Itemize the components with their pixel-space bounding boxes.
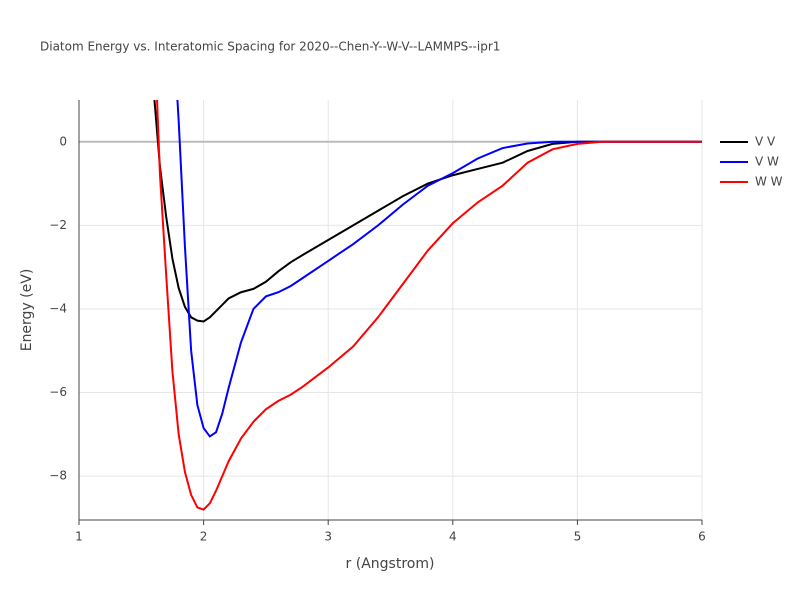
x-tick-label: 4 [449, 530, 457, 544]
x-tick-label: 2 [200, 530, 208, 544]
y-axis-title: Energy (eV) [19, 269, 35, 352]
x-axis-title: r (Angstrom) [346, 556, 435, 572]
y-tick-label: −8 [49, 469, 67, 483]
series-line [153, 100, 702, 323]
y-tick-label: 0 [59, 134, 67, 148]
x-tick-label: 1 [75, 530, 83, 544]
legend-label: V W [755, 155, 779, 169]
legend-label: V V [755, 135, 776, 149]
legend-label: W W [755, 175, 783, 189]
x-tick-label: 5 [574, 530, 582, 544]
series-line [156, 100, 702, 511]
x-tick-label: 6 [698, 530, 706, 544]
y-tick-label: −6 [49, 385, 67, 399]
chart-title: Diatom Energy vs. Interatomic Spacing fo… [40, 40, 500, 54]
plot-area [153, 100, 702, 511]
y-tick-label: −4 [49, 301, 67, 315]
x-tick-label: 3 [324, 530, 332, 544]
y-tick-label: −2 [49, 218, 67, 232]
series-line [176, 100, 702, 438]
